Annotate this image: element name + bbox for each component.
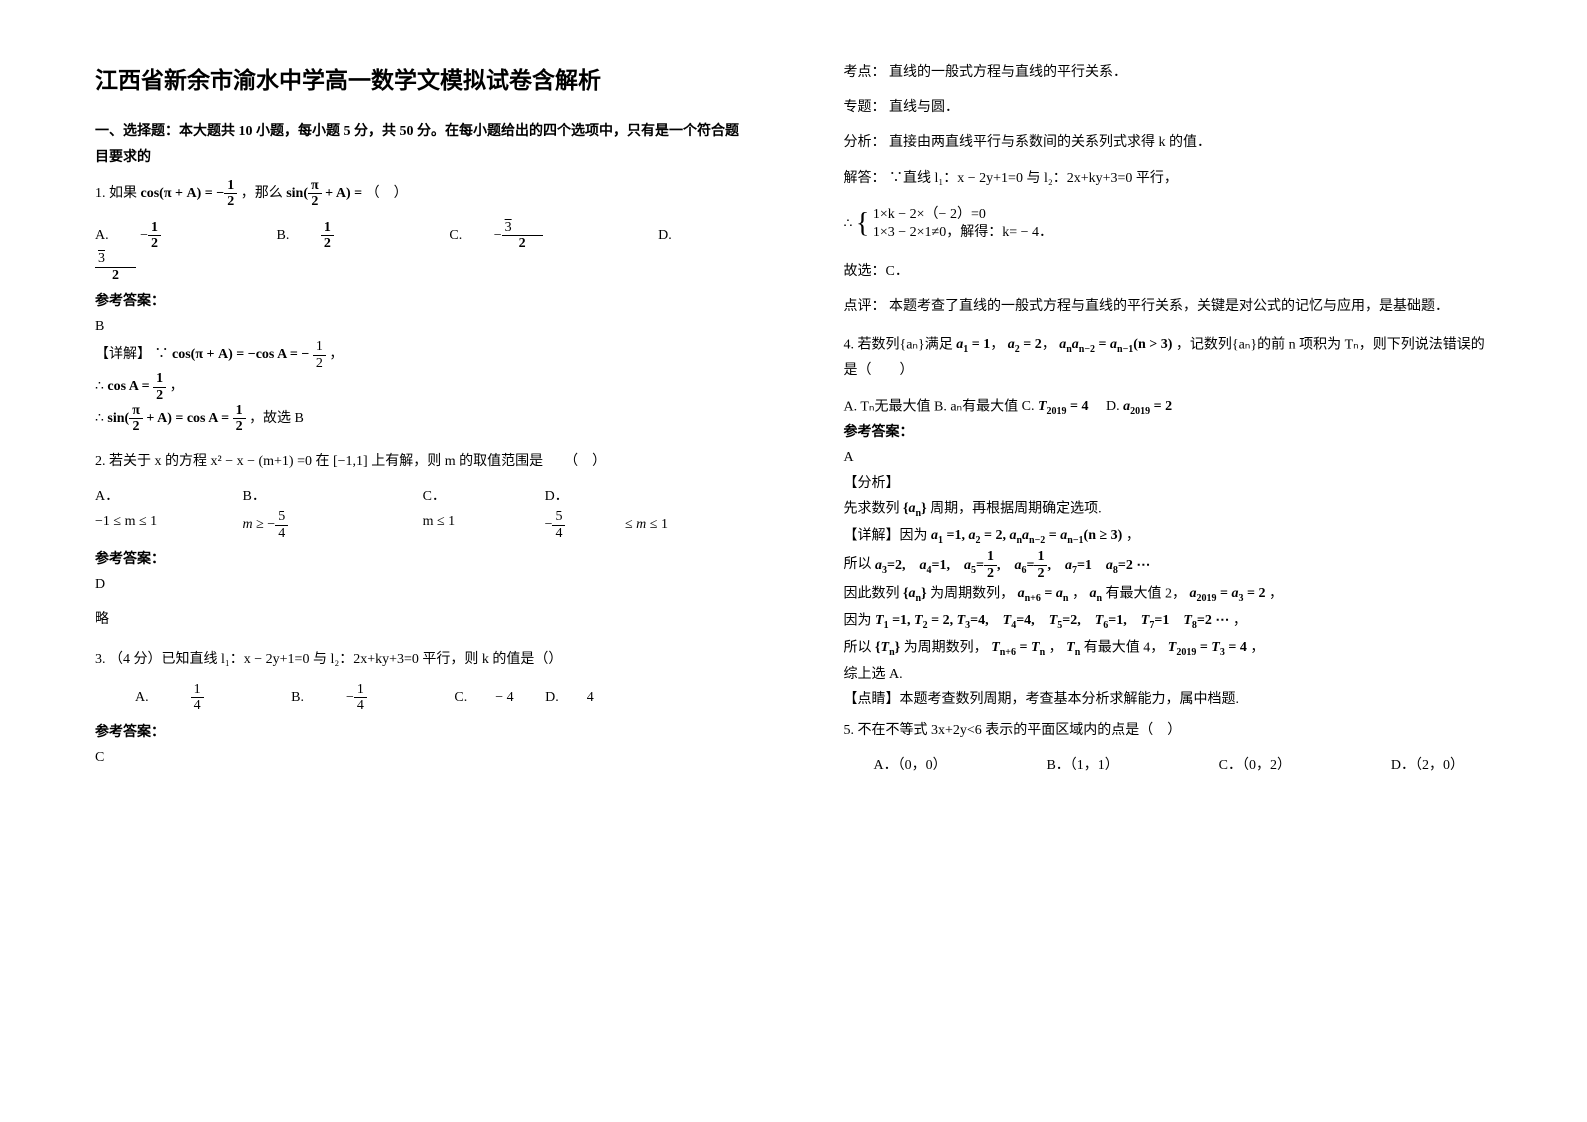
q1-prefix: 1. 如果	[95, 186, 137, 201]
r3: 分析： 直接由两直线平行与系数间的关系列式求得 k 的值．	[844, 130, 1493, 155]
q3-D: D. 4	[545, 690, 594, 705]
q2-D: D．−54 ≤ m ≤ 1	[545, 484, 716, 541]
q5-A: A．（0，0）	[874, 753, 947, 778]
right-column: 考点： 直线的一般式方程与直线的平行关系． 专题： 直线与圆． 分析： 直接由两…	[794, 0, 1587, 1122]
q5-B: B．（1，1）	[1046, 753, 1118, 778]
q3-answer: C	[95, 745, 744, 770]
question-1: 1. 如果 cos(π + A) = −12 ，那么 sin(π2 + A) =…	[95, 178, 744, 210]
q2-choices: A．−1 ≤ m ≤ 1 B．m ≥ −54 C．m ≤ 1 D．−54 ≤ m…	[95, 484, 744, 541]
q2-explanation: 略	[95, 607, 744, 632]
q4-det7: 【点睛】本题考查数列周期，考查基本分析求解能力，属中档题.	[844, 687, 1493, 712]
answer-label-3: 参考答案：	[95, 720, 744, 745]
answer-label-2: 参考答案：	[95, 547, 744, 572]
q3-B: B. −14	[291, 690, 423, 705]
q4-B: B. aₙ有最大值	[934, 399, 1018, 414]
question-5: 5. 不在不等式 3x+2y<6 表示的平面区域内的点是（ ）	[844, 718, 1493, 743]
q1-exp-f3: sin(π2 + A) = cos A = 12	[107, 403, 245, 435]
q4-D: D. a2019 = 2	[1106, 399, 1172, 414]
q1-mid: ，那么	[241, 186, 283, 201]
q2-B: B．m ≥ −54	[243, 484, 395, 541]
question-3: 3. （4 分）已知直线 l₁：x − 2y+1=0 与 l₂：2x+ky+3=…	[95, 647, 744, 672]
q4-det6: 综上选 A.	[844, 662, 1493, 687]
q4-f3: anan−2 = an−1(n > 3)	[1059, 332, 1172, 359]
q4-analysis: 先求数列 {an} 周期，再根据周期确定选项.	[844, 496, 1493, 523]
q4-f2: a2 = 2	[1008, 332, 1042, 359]
q5-choices: A．（0，0） B．（1，1） C．（0，2） D．（2，0）	[844, 753, 1493, 778]
q4-det5: 所以 {Tn} 为周期数列， Tn+6 = Tn ， Tn 有最大值 4， T2…	[844, 635, 1493, 662]
q1-B: B. 12	[277, 228, 418, 243]
q3-A: A. 14	[135, 690, 260, 705]
q5-D: D．（2，0）	[1391, 753, 1464, 778]
q4-det3: 因此数列 {an} 为周期数列， an+6 = an ， an 有最大值 2， …	[844, 581, 1493, 608]
detail-label: 【详解】	[95, 348, 151, 363]
q1-formula-1: cos(π + A) = −12	[141, 178, 238, 210]
q1-choices: A. −12 B. 12 C. −32 D. 32	[95, 220, 744, 284]
r6: 故选：C．	[844, 259, 1493, 284]
r1: 考点： 直线的一般式方程与直线的平行关系．	[844, 60, 1493, 85]
q2-A: A．−1 ≤ m ≤ 1	[95, 484, 215, 541]
r5: ∴ { 1×k − 2×（− 2）=0 1×3 − 2×1≠0，解得：k= − …	[844, 199, 1493, 249]
q4-choices: A. Tₙ无最大值 B. aₙ有最大值 C. T2019 = 4 D. a201…	[844, 394, 1493, 421]
q1-exp-f2: cos A = 12	[107, 371, 166, 403]
q4-det1: 【详解】因为 a1 =1, a2 = 2, anan−2 = an−1(n ≥ …	[844, 523, 1493, 550]
q1-A: A. −12	[95, 228, 245, 243]
r7: 点评： 本题考查了直线的一般式方程与直线的平行关系，关键是对公式的记忆与应用，是…	[844, 294, 1493, 319]
q4-A: A. Tₙ无最大值	[844, 399, 931, 414]
q4-C: C. T2019 = 4	[1022, 399, 1089, 414]
r4: 解答： ∵直线 l₁：x − 2y+1=0 与 l₂：2x+ky+3=0 平行，	[844, 166, 1493, 191]
q1-explanation: 【详解】 ∵ cos(π + A) = −cos A = − 12 ， ∴ co…	[95, 339, 744, 434]
q4-f1: a1 = 1	[956, 332, 990, 359]
question-2: 2. 若关于 x 的方程 x² − x − (m+1) =0 在 [−1,1] …	[95, 449, 744, 474]
answer-label-4: 参考答案：	[844, 420, 1493, 445]
q1-C: C. −32	[449, 228, 626, 243]
q3-choices: A. 14 B. −14 C. − 4 D. 4	[95, 682, 744, 714]
section-intro: 一、选择题：本大题共 10 小题，每小题 5 分，共 50 分。在每小题给出的四…	[95, 119, 744, 169]
q1-answer: B	[95, 314, 744, 339]
analysis-label: 【分析】	[844, 471, 1493, 496]
r2: 专题： 直线与圆．	[844, 95, 1493, 120]
q2-answer: D	[95, 572, 744, 597]
q3-C: C. − 4	[454, 690, 513, 705]
question-4: 4. 若数列{aₙ}满足 a1 = 1， a2 = 2， anan−2 = an…	[844, 332, 1493, 384]
q1-formula-2: sin(π2 + A) =	[286, 178, 362, 210]
q2-C: C．m ≤ 1	[423, 484, 517, 541]
page-title: 江西省新余市渝水中学高一数学文模拟试卷含解析	[95, 60, 744, 101]
q4-det4: 因为 T1 =1, T2 = 2, T3=4, T4=4, T5=2, T6=1…	[844, 608, 1493, 635]
q1-suffix: （ ）	[366, 186, 408, 201]
answer-label-1: 参考答案：	[95, 289, 744, 314]
q1-exp-f1: cos(π + A) = −cos A = − 12	[172, 339, 326, 371]
left-column: 江西省新余市渝水中学高一数学文模拟试卷含解析 一、选择题：本大题共 10 小题，…	[0, 0, 794, 1122]
q4-det2: 所以 a3=2, a4=1, a5=12, a6=12, a7=1 a8=2 ⋯	[844, 549, 1493, 581]
q4-answer: A	[844, 445, 1493, 470]
q5-C: C．（0，2）	[1219, 753, 1291, 778]
